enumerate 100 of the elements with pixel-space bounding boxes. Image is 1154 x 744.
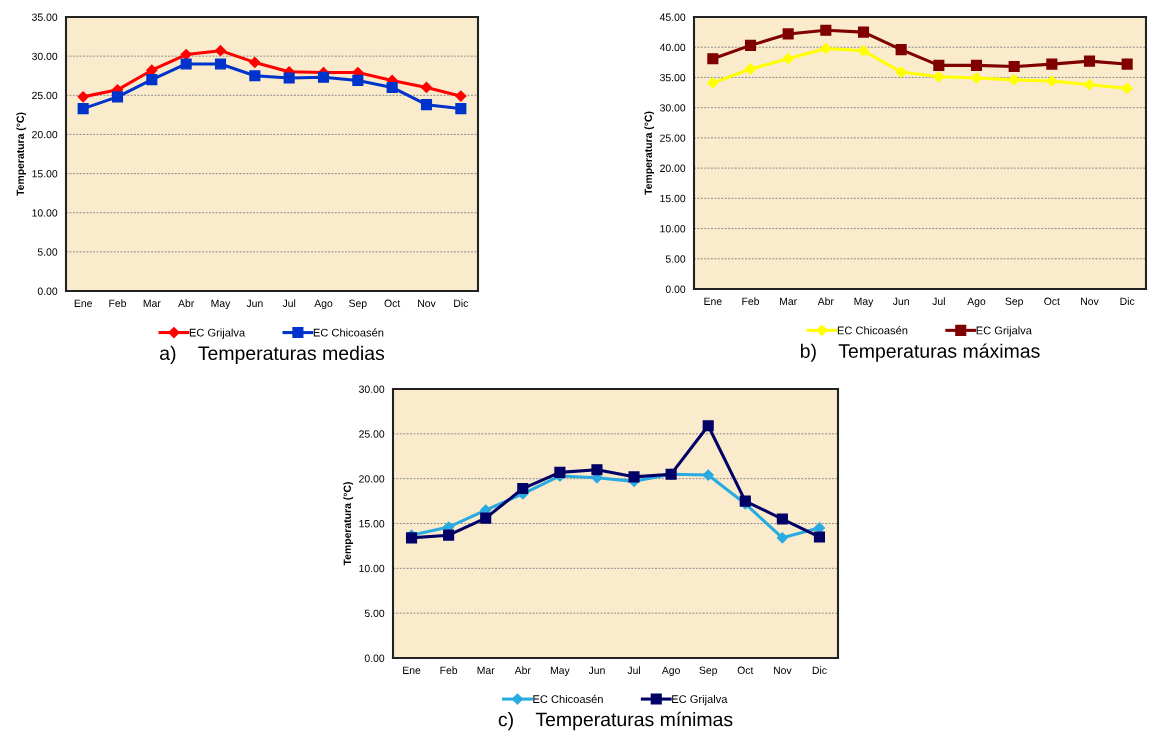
x-tick-label: Ene [74,299,92,307]
legend-label: EC Grijalva [672,694,728,706]
y-tick-label: 15.00 [32,170,58,178]
point [744,39,757,51]
x-tick-label: May [211,299,231,310]
x-tick-label: Jul [932,297,945,305]
x-tick-label: Ago [314,299,333,310]
point [707,77,719,89]
point [744,63,757,75]
point [1121,58,1133,70]
y-axis-title: Temperatura (°C) [644,111,655,195]
point [857,45,870,57]
y-tick-label: 20.00 [32,130,58,139]
point [249,70,261,82]
legend-label: EC Chicoasén [837,326,908,335]
x-tick-label: Ago [967,297,986,308]
x-tick-label: Jun [246,299,263,307]
x-tick-label: Sep [349,299,367,310]
y-tick-label: 15.00 [660,194,686,203]
point [933,59,945,71]
y-tick-label: 15.00 [359,520,385,528]
x-tick-label: Ene [403,666,421,674]
y-tick-label: 35.00 [32,13,58,21]
point [1008,61,1020,73]
y-axis-title: Temperatura (°C) [343,482,354,566]
legend-label: EC Chicoasén [313,328,384,337]
x-tick-label: Sep [1005,297,1023,308]
point [554,466,566,478]
x-tick-label: Oct [384,299,401,307]
x-tick-label: Nov [1081,297,1099,305]
x-tick-label: Mar [780,297,797,305]
point [857,26,870,38]
point [702,469,714,481]
point [77,91,89,103]
y-tick-label: 0.00 [364,654,385,662]
point [1008,74,1020,86]
point [1121,82,1133,94]
point [970,59,983,71]
point [111,91,124,103]
x-tick-label: Dic [812,666,827,674]
point [933,71,945,83]
y-tick-label: 10.00 [359,564,385,573]
legend-label: EC Chicoasén [533,694,603,704]
x-tick-label: Jun [588,666,605,674]
x-tick-label: May [854,297,874,308]
point [820,42,832,55]
x-tick-label: Oct [1044,297,1060,305]
x-tick-label: Dic [1120,297,1135,305]
point [707,53,719,65]
text: b) Temperaturas máximas [800,343,1040,362]
point [386,81,398,94]
y-tick-label: 5.00 [37,248,58,256]
point [455,90,467,102]
x-tick-label: Mar [477,666,495,674]
x-tick-label: Abr [178,299,195,307]
point [782,28,794,40]
legend-label: EC Grijalva [189,328,246,339]
y-axis-title: Temperatura (°C) [16,112,27,196]
point [214,45,227,57]
y-tick-label: 10.00 [660,225,686,233]
point [1046,75,1058,87]
y-tick-label: 25.00 [359,430,385,438]
x-tick-label: Abr [817,297,834,305]
x-tick-label: Dic [454,299,469,307]
point [443,529,455,541]
point [820,24,832,36]
point [146,74,158,86]
point [776,513,788,525]
y-tick-label: 30.00 [660,104,686,112]
x-tick-label: Feb [742,297,760,305]
x-tick-label: Ago [661,666,680,677]
x-tick-label: Mar [143,299,161,307]
y-tick-label: 20.00 [359,475,385,483]
point [813,531,826,543]
x-tick-label: Feb [109,299,127,307]
point [249,56,261,69]
point [776,532,788,544]
point [352,74,364,86]
text: a) Temperaturas medias [160,345,385,364]
x-tick-label: Sep [699,666,718,677]
point [970,72,983,84]
x-tick-label: Oct [737,666,754,674]
point [628,471,640,483]
point [1046,58,1058,70]
point [702,420,714,432]
y-tick-label: 0.00 [37,287,58,295]
point [77,103,89,115]
y-tick-label: 35.00 [660,73,686,82]
x-tick-label: Jul [282,299,296,307]
y-tick-label: 45.00 [659,13,686,21]
point [895,44,907,56]
point [283,72,295,84]
point [180,58,192,70]
x-tick-label: Jun [892,297,909,305]
x-tick-label: May [550,666,570,677]
point [455,103,467,115]
point [591,464,603,476]
point [480,512,492,524]
point [517,482,529,495]
point [180,48,192,61]
